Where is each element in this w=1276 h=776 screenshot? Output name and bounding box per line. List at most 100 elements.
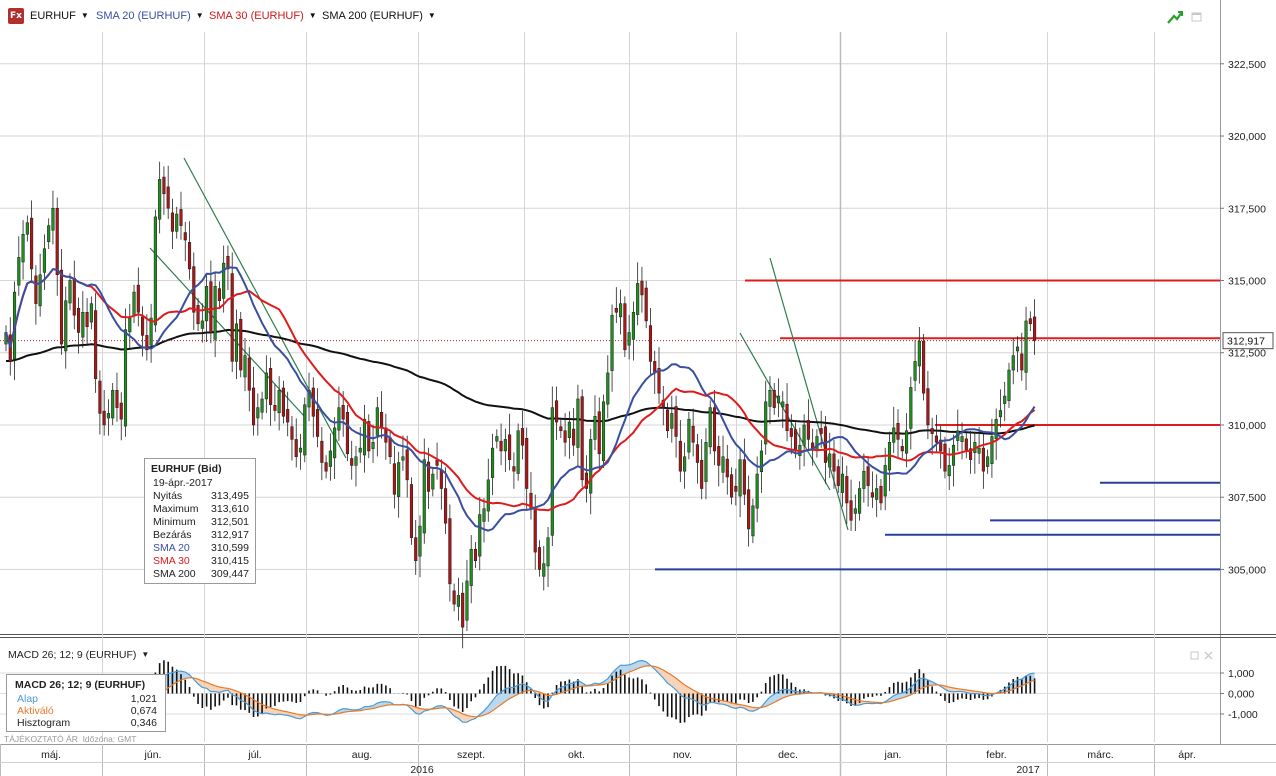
month-label: júl. — [247, 749, 261, 761]
candle-down — [316, 409, 320, 437]
candle-up — [243, 355, 247, 378]
sma-200-selector[interactable]: SMA 200 (EURHUF) ▼ — [322, 10, 436, 22]
macd-fill — [697, 692, 702, 705]
macd-row-key: Aktiváló — [17, 705, 54, 717]
candle-down — [452, 590, 456, 605]
sma-30-line — [5, 268, 1036, 512]
macd-fill — [496, 692, 502, 708]
trend-line[interactable] — [769, 257, 849, 531]
candle-up — [776, 395, 781, 404]
candle-down — [388, 437, 392, 457]
chart-toolbar: Fx EURHUF ▼ SMA 20 (EURHUF) ▼ SMA 30 (EURH… — [0, 0, 1220, 32]
candle-down — [499, 440, 503, 452]
price-tick-label: 315,000 — [1228, 275, 1266, 287]
candle-down — [345, 411, 349, 455]
candle-down — [823, 426, 828, 463]
candle-up — [631, 312, 635, 340]
candle-up — [576, 398, 580, 448]
candle-down — [141, 316, 145, 336]
macd-row-key: Alap — [17, 693, 39, 705]
horizontal-levels[interactable] — [655, 279, 1220, 571]
candle-up — [610, 314, 614, 371]
sma-20-path — [5, 266, 1036, 532]
macd-fill — [462, 713, 467, 723]
macd-fill — [919, 678, 924, 690]
disclaimer-text: TÁJÉKOZTATÓ ÁR — [4, 734, 78, 744]
macd-box-title: MACD 26; 12; 9 (EURHUF) — [15, 679, 146, 691]
candle-down — [712, 407, 717, 452]
candle-up — [883, 465, 887, 497]
candle-up — [1007, 369, 1011, 401]
info-row-key: Nyitás — [153, 490, 183, 502]
candle-up — [354, 456, 358, 466]
candle-up — [111, 390, 115, 419]
candle-down — [294, 439, 298, 457]
candle-up — [751, 505, 755, 537]
trend-line[interactable] — [739, 332, 831, 491]
candle-down — [866, 466, 870, 486]
instrument-selector[interactable]: EURHUF ▼ — [30, 10, 89, 22]
candle-up — [627, 332, 631, 346]
candle-up — [853, 508, 857, 514]
candle-up — [755, 473, 759, 509]
candle-down — [230, 273, 234, 362]
sma-20-selector[interactable]: SMA 20 (EURHUF) ▼ — [96, 10, 204, 22]
candle-up — [759, 450, 763, 473]
candle-up — [106, 413, 110, 419]
chart-type-icon[interactable] — [1166, 8, 1184, 26]
candle-down — [435, 459, 439, 466]
candle-up — [469, 548, 473, 586]
candle-down — [939, 439, 943, 452]
candle-up — [875, 488, 879, 500]
macd-row-value: 0,346 — [130, 717, 157, 729]
candle-down — [273, 405, 277, 411]
candle-down — [30, 217, 34, 270]
candle-down — [674, 406, 678, 437]
macd-header[interactable]: MACD 26; 12; 9 (EURHUF) ▼ — [8, 649, 149, 661]
price-tick-label: 310,000 — [1228, 420, 1266, 432]
maximize-icon[interactable] — [1190, 651, 1199, 660]
window-icon[interactable] — [1190, 10, 1204, 24]
axis-background — [1220, 0, 1276, 776]
macd-fill — [855, 699, 860, 706]
candle-down — [439, 469, 443, 489]
candle-up — [1015, 346, 1020, 352]
month-label: szept. — [457, 749, 485, 761]
macd-fill — [688, 687, 694, 700]
macd-fill — [906, 687, 911, 697]
candle-up — [38, 274, 42, 307]
info-row-key: Minimum — [153, 516, 196, 528]
candle-up — [491, 447, 495, 478]
chevron-down-icon: ▼ — [141, 650, 150, 659]
candle-up — [431, 473, 435, 490]
macd-fill — [518, 683, 523, 695]
candle-down — [409, 484, 414, 538]
info-row-value: 312,917 — [211, 529, 249, 541]
macd-fill — [262, 704, 267, 714]
candle-up — [858, 488, 862, 514]
candle-up — [909, 387, 913, 429]
candle-down — [870, 492, 874, 498]
candle-down — [900, 446, 904, 452]
sma-30-selector[interactable]: SMA 30 (EURHUF) ▼ — [209, 10, 317, 22]
candle-down — [85, 312, 89, 327]
macd-fill — [671, 675, 677, 690]
candle-up — [371, 442, 375, 449]
candle-up — [486, 479, 490, 512]
macd-fill — [180, 671, 186, 680]
macd-fill — [1017, 679, 1022, 688]
candle-down — [187, 242, 192, 270]
sma-200-path — [6, 328, 1035, 435]
macd-fill — [620, 665, 625, 677]
macd-fill — [185, 672, 190, 679]
close-icon[interactable] — [1204, 651, 1213, 660]
candle-down — [785, 403, 789, 431]
candle-up — [51, 208, 55, 231]
macd-fill — [240, 692, 246, 703]
candle-down — [640, 280, 644, 296]
candle-down — [926, 388, 930, 426]
candle-down — [725, 458, 729, 478]
candle-down — [461, 592, 465, 628]
macd-base-line — [5, 659, 1035, 723]
